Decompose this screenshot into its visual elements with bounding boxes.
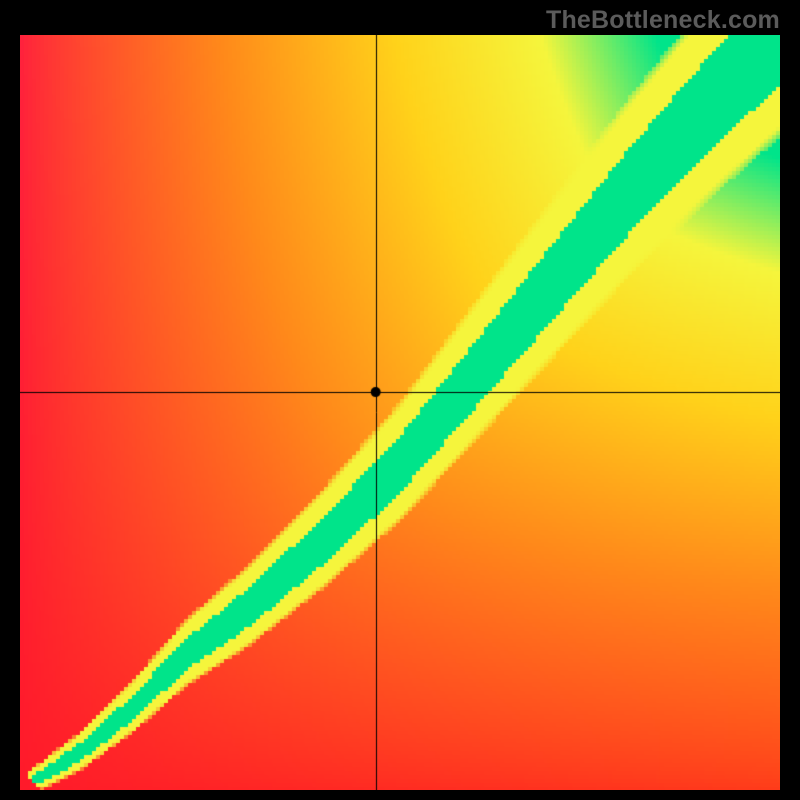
chart-container: TheBottleneck.com — [0, 0, 800, 800]
watermark-text: TheBottleneck.com — [546, 6, 780, 35]
bottleneck-heatmap — [20, 35, 780, 790]
